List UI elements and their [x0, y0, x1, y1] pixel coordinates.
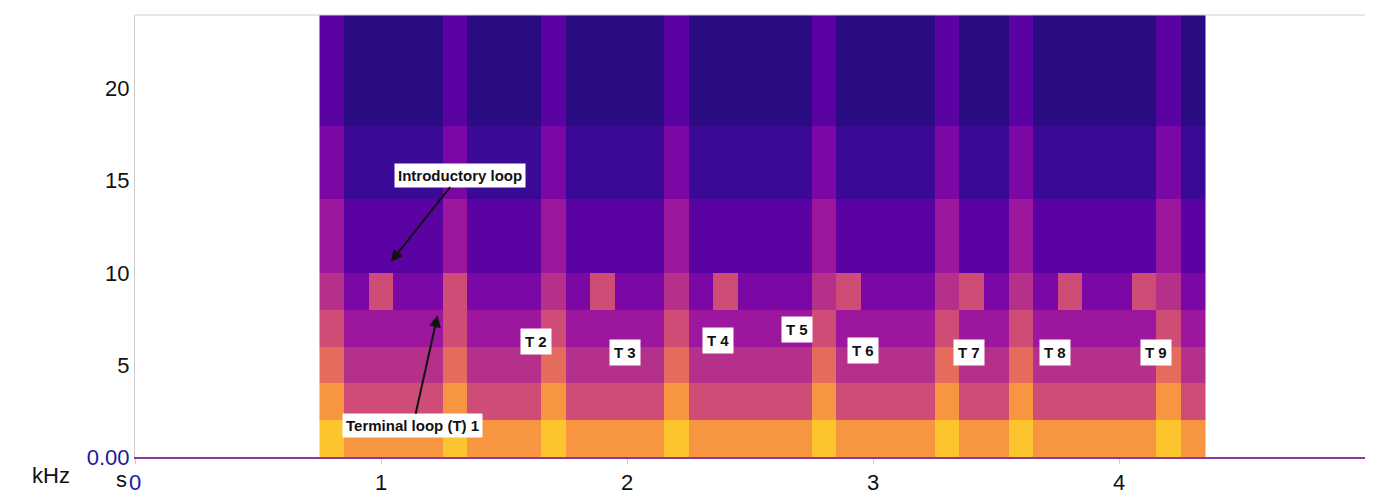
svg-text:T 8: T 8	[1044, 344, 1066, 361]
svg-text:5: 5	[117, 353, 129, 378]
svg-text:T 7: T 7	[958, 344, 980, 361]
svg-text:1: 1	[375, 470, 387, 495]
svg-text:20: 20	[105, 76, 129, 101]
svg-text:10: 10	[105, 261, 129, 286]
svg-text:15: 15	[105, 168, 129, 193]
svg-text:Terminal loop (T) 1: Terminal loop (T) 1	[346, 417, 479, 434]
svg-text:T 6: T 6	[852, 342, 874, 359]
svg-text:T 4: T 4	[707, 332, 729, 349]
svg-text:T 5: T 5	[786, 321, 808, 338]
svg-text:s: s	[116, 467, 127, 492]
svg-text:3: 3	[867, 470, 879, 495]
svg-text:2: 2	[621, 470, 633, 495]
svg-text:T 9: T 9	[1145, 344, 1167, 361]
svg-text:4: 4	[1113, 470, 1125, 495]
svg-text:0: 0	[129, 470, 141, 495]
svg-text:0.00: 0.00	[87, 445, 130, 470]
svg-text:T 3: T 3	[614, 344, 636, 361]
svg-text:kHz: kHz	[32, 463, 70, 488]
svg-text:T 2: T 2	[525, 333, 547, 350]
svg-text:Introductory loop: Introductory loop	[398, 167, 522, 184]
